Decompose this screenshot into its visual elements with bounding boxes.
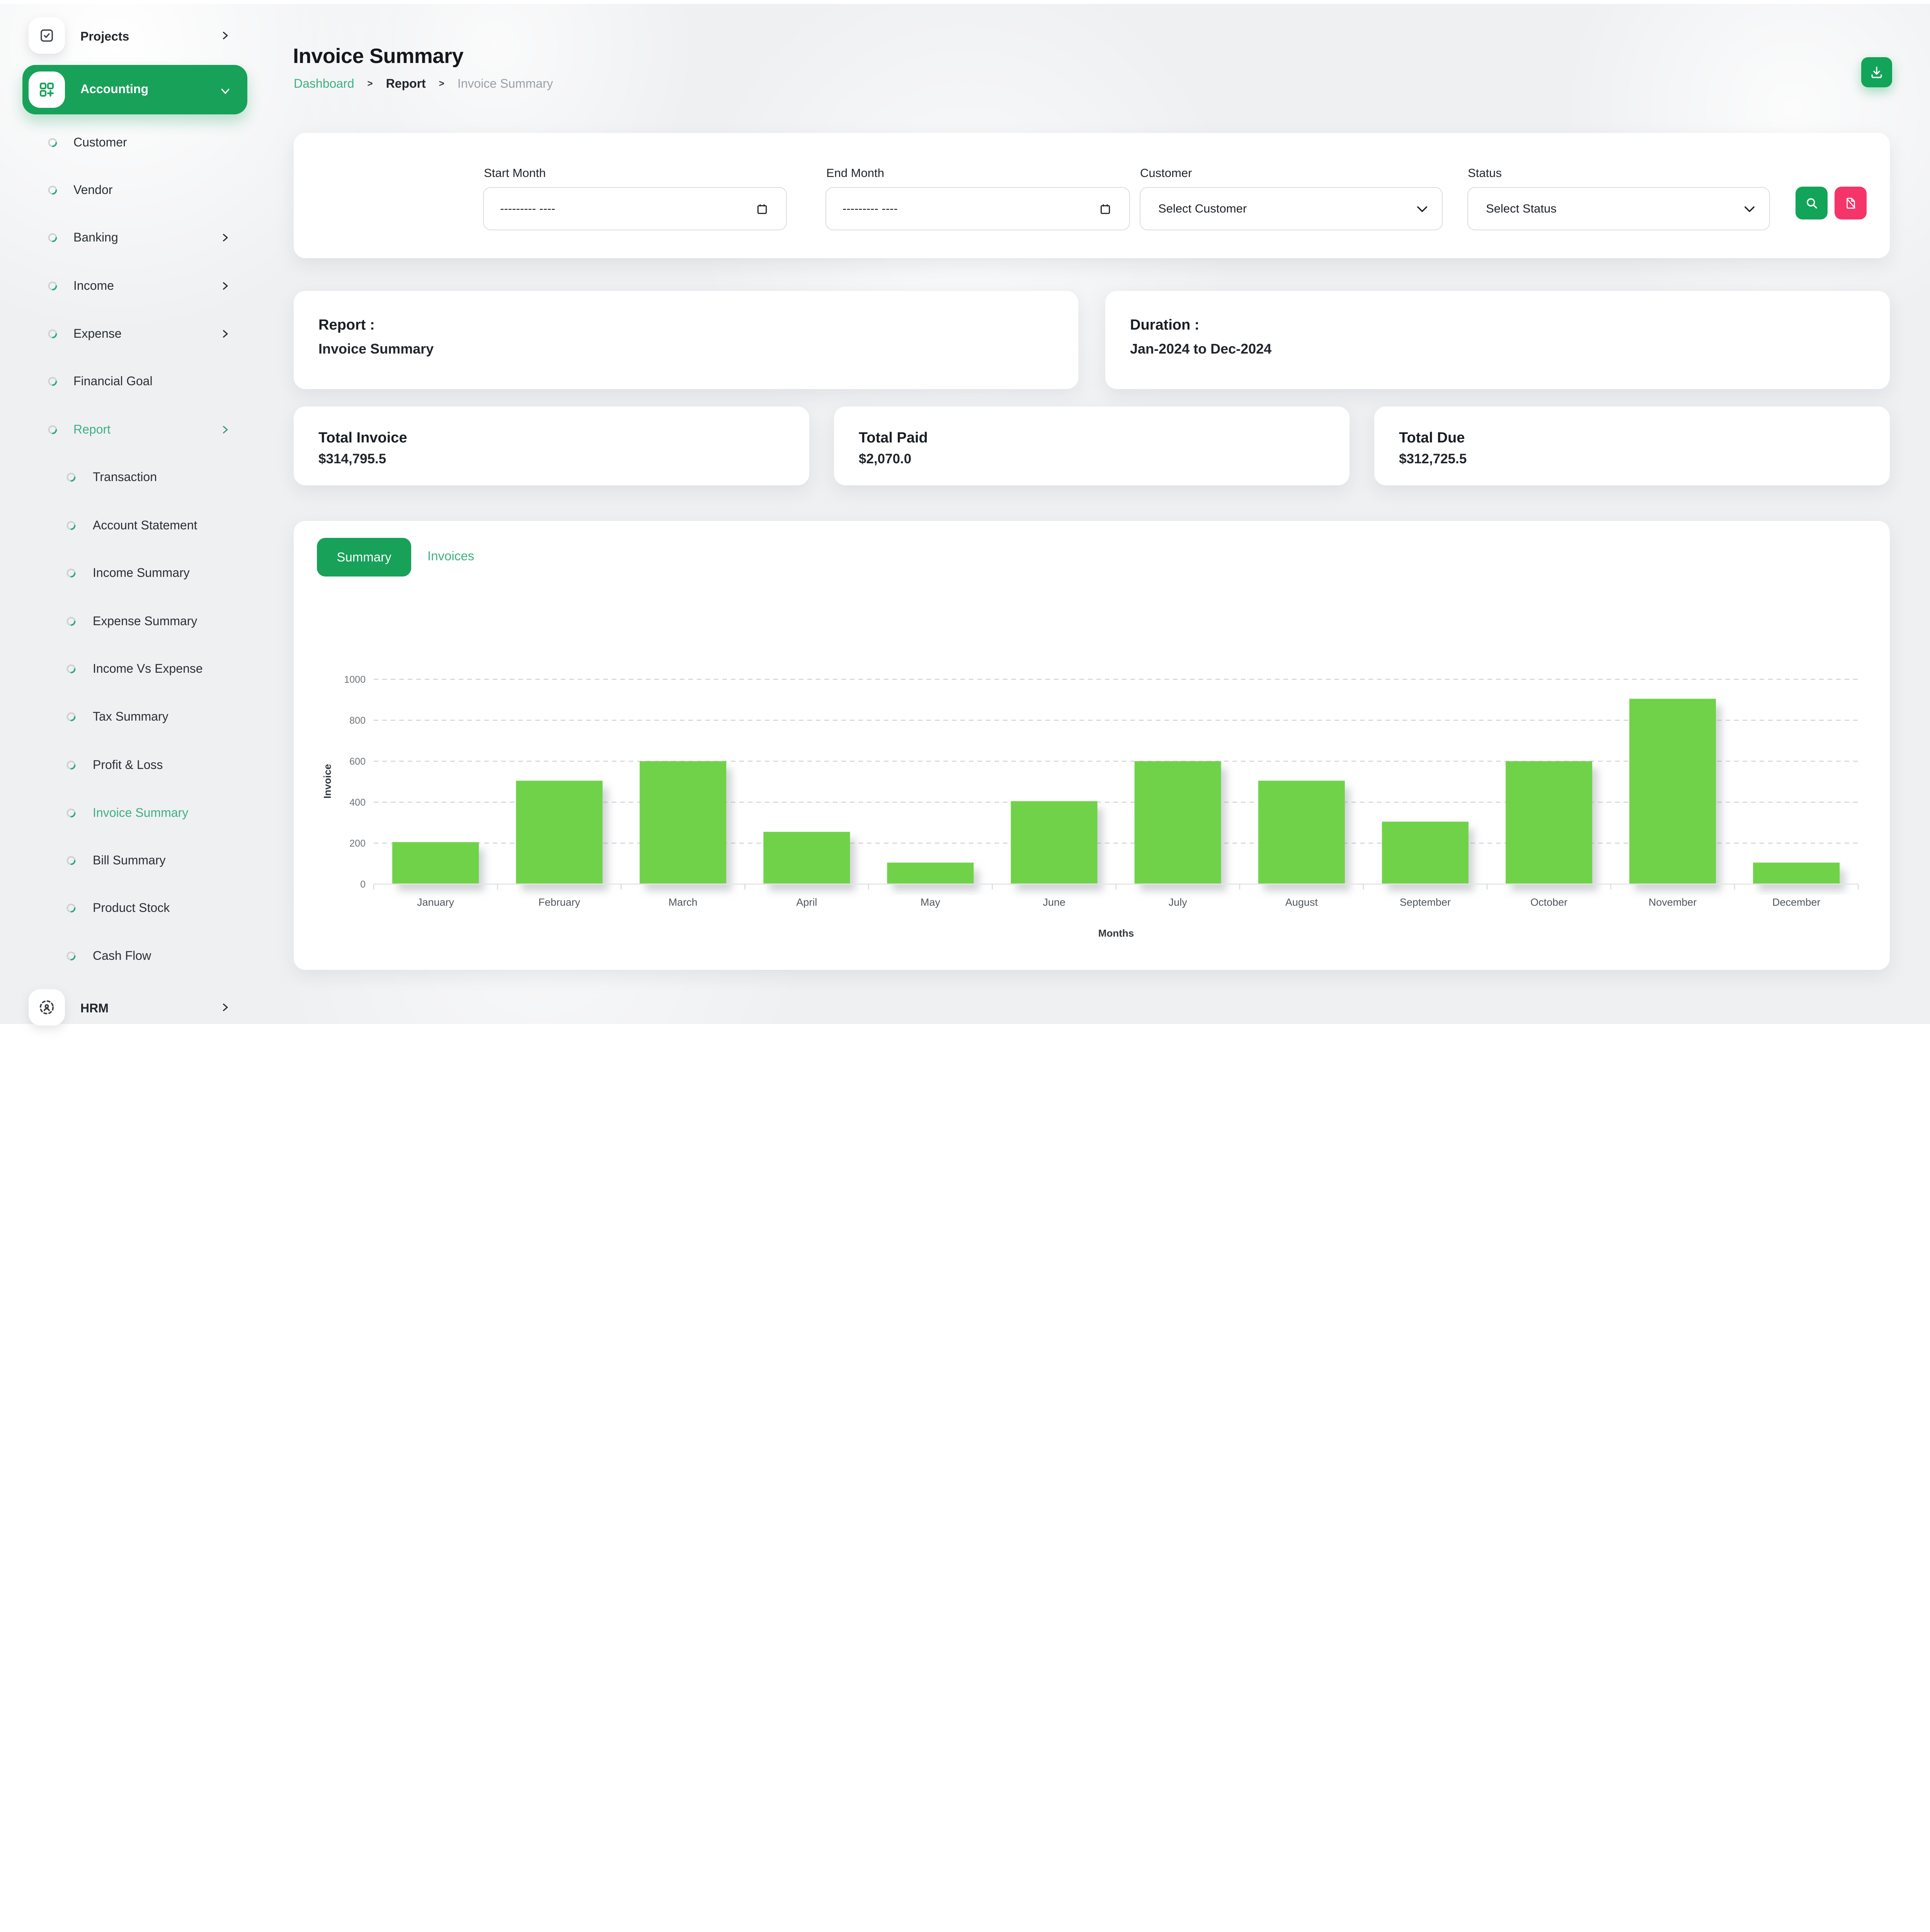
svg-text:November: November xyxy=(1649,896,1697,908)
svg-text:March: March xyxy=(669,896,698,908)
svg-text:June: June xyxy=(1043,896,1065,908)
svg-text:April: April xyxy=(796,896,817,908)
svg-text:400: 400 xyxy=(349,797,366,808)
svg-text:December: December xyxy=(1772,896,1821,908)
svg-text:October: October xyxy=(1530,896,1567,908)
svg-text:1000: 1000 xyxy=(344,674,366,685)
svg-text:Months: Months xyxy=(1098,927,1134,939)
svg-text:0: 0 xyxy=(360,879,366,890)
svg-text:May: May xyxy=(921,896,941,908)
svg-text:600: 600 xyxy=(349,756,366,767)
svg-text:September: September xyxy=(1400,896,1451,908)
svg-text:800: 800 xyxy=(349,715,366,726)
svg-text:February: February xyxy=(538,896,580,908)
svg-text:January: January xyxy=(417,896,454,908)
svg-text:July: July xyxy=(1169,896,1188,908)
svg-text:200: 200 xyxy=(349,838,366,849)
svg-text:August: August xyxy=(1285,896,1318,908)
svg-text:Invoice: Invoice xyxy=(322,764,333,799)
